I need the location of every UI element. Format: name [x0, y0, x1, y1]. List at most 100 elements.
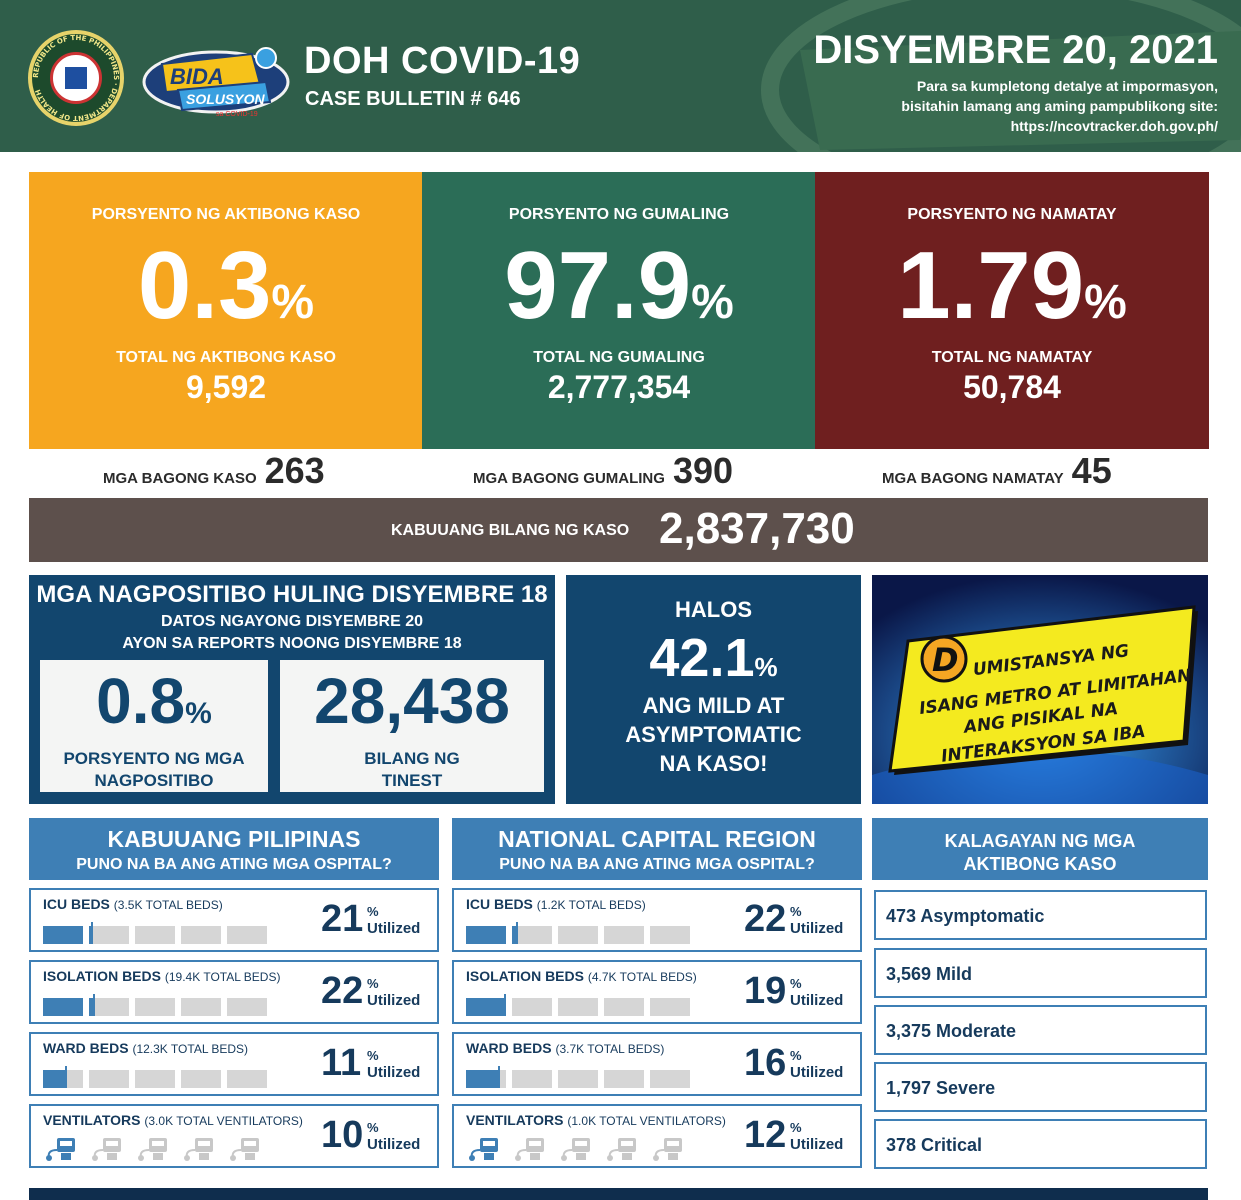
total-cases-value: 2,837,730: [659, 504, 855, 553]
status-title: KALAGAYAN NG MGA AKTIBONG KASO: [944, 831, 1136, 874]
svg-text:D: D: [932, 641, 959, 679]
bulletin-date: DISYEMBRE 20, 2021: [813, 28, 1218, 72]
capacity-label: ISOLATION BEDS (4.7K TOTAL BEDS): [466, 968, 697, 984]
bed-icon: [227, 998, 267, 1016]
positivity-title: MGA NAGPOSITIBO HULING DISYEMBRE 18: [36, 581, 548, 608]
bed-icon: [558, 926, 598, 944]
deaths-percent-label: PORSYENTO NG NAMATAY: [907, 206, 1117, 223]
utilization-percent: 21: [321, 898, 364, 940]
recovered-card: PORSYENTO NG GUMALING 97.9% TOTAL NG GUM…: [422, 172, 816, 449]
bed-fill: [466, 998, 504, 1016]
bed-fill: [466, 926, 506, 944]
bed-icon: [89, 926, 129, 944]
percent-symbol: %: [790, 1120, 802, 1135]
mild-caption: ANG MILD AT ASYMPTOMATIC NA KASO!: [625, 693, 802, 776]
total-cases-label: KABUUANG BILANG NG KASO: [391, 522, 630, 539]
capacity-row: VENTILATORS (1.0K TOTAL VENTILATORS) 12% U…: [452, 1104, 862, 1168]
utilized-label: Utilized: [367, 992, 421, 1009]
tested-count-value: 28,438: [314, 665, 510, 737]
utilized-label: Utilized: [790, 920, 844, 937]
capacity-label: VENTILATORS (1.0K TOTAL VENTILATORS): [466, 1112, 726, 1128]
recovered-percent-label: PORSYENTO NG GUMALING: [508, 206, 730, 223]
bed-fill: [89, 926, 91, 944]
bida-solusyon-logo: BIDA SOLUSYON sa COVID-19: [142, 47, 290, 118]
capacity-label: ICU BEDS (3.5K TOTAL BEDS): [43, 896, 223, 912]
deaths-card: PORSYENTO NG NAMATAY 1.79% TOTAL NG NAMA…: [815, 172, 1209, 449]
ncr-subtitle: PUNO NA BA ANG ATING MGA OSPITAL?: [499, 856, 815, 873]
ventilator-icon: [92, 1138, 121, 1161]
ventilator-icon: [138, 1138, 167, 1161]
footer-strip: [29, 1188, 1208, 1200]
ventilator-icon: [607, 1138, 636, 1161]
bed-fill: [466, 1070, 498, 1088]
capacity-label: WARD BEDS (3.7K TOTAL BEDS): [466, 1040, 665, 1056]
ventilator-icons-gauge: [46, 1138, 259, 1161]
header-note: Para sa kumpletong detalye at impormasyo…: [901, 76, 1218, 136]
bed-icon: [181, 1070, 221, 1088]
bed-icon: [89, 1070, 129, 1088]
deaths-total-value: 50,784: [963, 369, 1061, 405]
status-item-asymptomatic: 473 Asymptomatic: [874, 890, 1207, 940]
capacity-row: ISOLATION BEDS (4.7K TOTAL BEDS) 19% Utili…: [452, 960, 862, 1024]
active-total-value: 9,592: [185, 369, 267, 405]
deaths-percent-value: 1.79%: [897, 232, 1127, 339]
ventilator-icon: [515, 1138, 544, 1161]
ventilator-icon: [184, 1138, 213, 1161]
ventilator-icon: [653, 1138, 682, 1161]
doh-seal-logo: REPUBLIC OF THE PHILIPPINES · DEPARTMENT…: [28, 30, 124, 126]
bed-icons-gauge: [466, 994, 690, 1016]
mild-intro: HALOS: [675, 597, 752, 622]
philippines-title: KABUUANG PILIPINAS: [107, 826, 361, 852]
bed-fill: [43, 1070, 65, 1088]
utilized-label: Utilized: [790, 992, 844, 1009]
bed-icon: [181, 998, 221, 1016]
bed-icon: [181, 926, 221, 944]
positivity-rate-value: 0.8%: [96, 665, 212, 737]
status-item-mild: 3,569 Mild: [874, 948, 1207, 998]
ncr-title: NATIONAL CAPITAL REGION: [498, 826, 816, 852]
seal-ring-text: REPUBLIC OF THE PHILIPPINES · DEPARTMENT…: [32, 34, 120, 122]
philippines-subtitle: PUNO NA BA ANG ATING MGA OSPITAL?: [76, 856, 392, 873]
new-cases-label: MGA BAGONG KASO: [103, 470, 257, 487]
new-deaths-value: 45: [1071, 450, 1112, 491]
mild-percent: 42.1%: [649, 628, 778, 688]
utilization-percent: 22: [744, 898, 787, 940]
promo-graphic: D UMISTANSYA NG ISANG METRO AT LIMITAHAN…: [872, 575, 1208, 804]
positivity-rate-caption: PORSYENTO NG MGA NAGPOSITIBO: [63, 749, 245, 790]
bed-icon: [512, 998, 552, 1016]
capacity-label: ICU BEDS (1.2K TOTAL BEDS): [466, 896, 646, 912]
total-cases-bar: KABUUANG BILANG NG KASO 2,837,730: [29, 498, 1208, 562]
percent-symbol: %: [367, 1048, 379, 1063]
ventilator-icons-gauge: [469, 1138, 682, 1161]
bed-icon: [135, 926, 175, 944]
recovered-total-value: 2,777,354: [547, 369, 691, 405]
bed-icon: [604, 926, 644, 944]
bed-icon: [650, 926, 690, 944]
utilization-percent: 10: [321, 1114, 364, 1156]
percent-symbol: %: [790, 976, 802, 991]
bed-icon: [227, 1070, 267, 1088]
bed-icon: [604, 998, 644, 1016]
new-recoveries-label: MGA BAGONG GUMALING: [473, 470, 665, 487]
ventilator-icon: [230, 1138, 259, 1161]
tracker-link[interactable]: https://ncovtracker.doh.gov.ph/: [1010, 118, 1218, 134]
recovered-percent-value: 97.9%: [504, 232, 734, 339]
svg-text:SOLUSYON: SOLUSYON: [186, 91, 265, 107]
bed-icons-gauge: [43, 994, 267, 1016]
new-cases-value: 263: [264, 450, 325, 491]
mild-asymptomatic-panel: HALOS 42.1% ANG MILD AT ASYMPTOMATIC NA KA…: [566, 575, 861, 804]
bed-icon: [512, 1070, 552, 1088]
positivity-panel: MGA NAGPOSITIBO HULING DISYEMBRE 18 DATO…: [29, 575, 555, 804]
bed-icons-gauge: [43, 922, 267, 944]
utilization-percent: 16: [744, 1042, 787, 1084]
percent-symbol: %: [367, 1120, 379, 1135]
capacity-row: ICU BEDS (3.5K TOTAL BEDS) 21% Utilized: [29, 888, 439, 952]
status-item-critical: 378 Critical: [874, 1119, 1207, 1169]
active-cases-card: PORSYENTO NG AKTIBONG KASO 0.3% TOTAL NG…: [29, 172, 423, 449]
utilization-percent: 22: [321, 970, 364, 1012]
positivity-subtitle: AYON SA REPORTS NOONG DISYEMBRE 18: [122, 635, 462, 652]
bed-icon: [650, 1070, 690, 1088]
utilization-percent: 12: [744, 1114, 787, 1156]
active-percent-value: 0.3%: [137, 232, 315, 339]
background-mascot-graphic: [761, 0, 1241, 152]
